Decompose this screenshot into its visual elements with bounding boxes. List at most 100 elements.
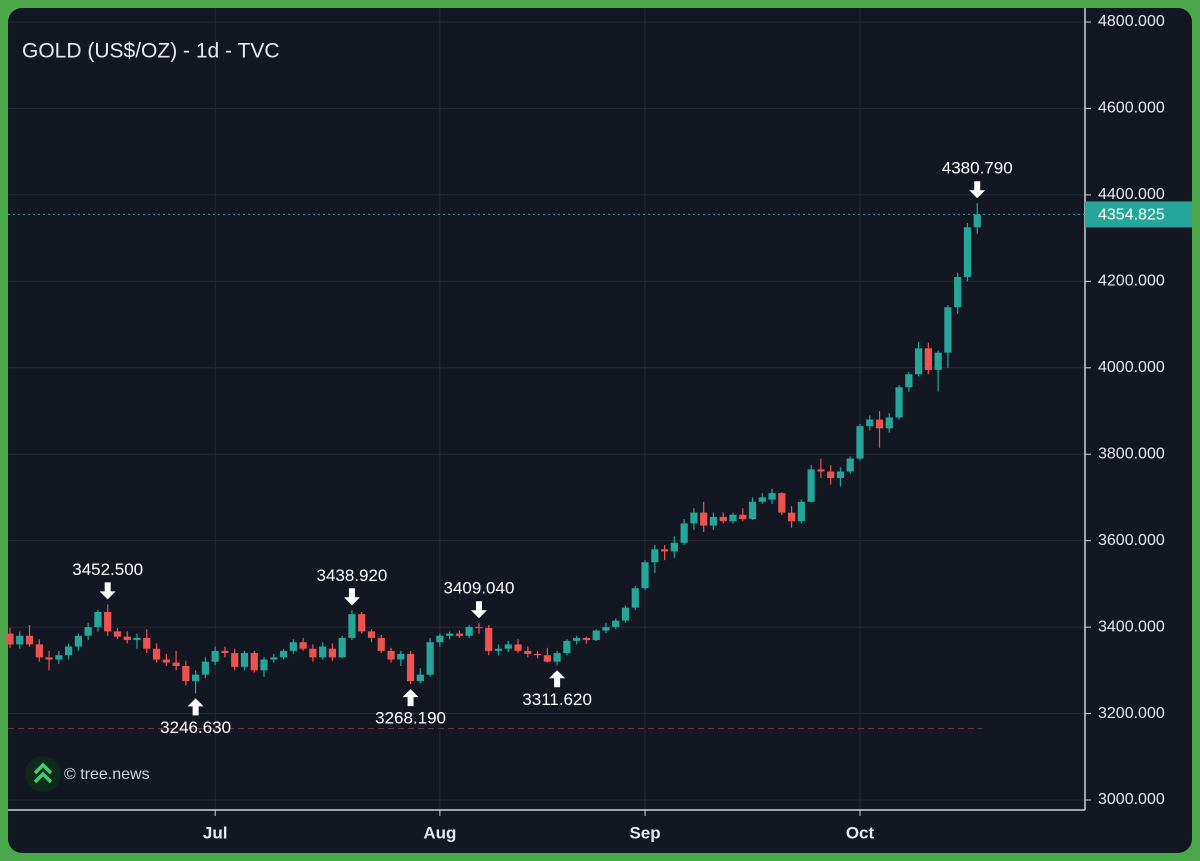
candle-body bbox=[924, 348, 932, 370]
candle-body bbox=[338, 637, 346, 658]
candle-body bbox=[739, 514, 747, 520]
candle-body bbox=[700, 512, 708, 526]
candle-body bbox=[875, 419, 884, 429]
candle-body bbox=[152, 648, 161, 660]
candle-body bbox=[35, 644, 43, 658]
candle-body bbox=[260, 659, 268, 671]
y-tick-label: 3200.000 bbox=[1098, 705, 1165, 722]
annotation-label: 3246.630 bbox=[160, 718, 231, 737]
candle-body bbox=[250, 653, 258, 671]
annotation-label: 4380.790 bbox=[942, 159, 1013, 178]
candle-body bbox=[856, 426, 864, 459]
candle-body bbox=[231, 653, 239, 667]
candle-body bbox=[104, 611, 112, 632]
annotation-arrow bbox=[187, 698, 204, 716]
y-tick-label: 4600.000 bbox=[1098, 100, 1165, 117]
annotation-arrow bbox=[343, 588, 360, 606]
candle-body bbox=[74, 635, 82, 647]
annotation-label: 3438.920 bbox=[316, 566, 387, 585]
candle-body bbox=[807, 469, 815, 502]
candle-body bbox=[866, 419, 874, 427]
candle-body bbox=[680, 523, 688, 543]
candle-body bbox=[328, 648, 337, 658]
candle-body bbox=[582, 637, 591, 641]
candle-body bbox=[709, 516, 718, 526]
candle-body bbox=[553, 653, 561, 662]
candle-body bbox=[778, 493, 786, 513]
candle-body bbox=[455, 633, 464, 636]
candle-body bbox=[45, 657, 53, 660]
x-tick-label: Jul bbox=[203, 823, 228, 842]
candle-body bbox=[641, 562, 649, 589]
candle-body bbox=[934, 352, 942, 370]
candle-body bbox=[416, 674, 424, 682]
chart-background bbox=[8, 8, 1192, 853]
y-tick-label: 3400.000 bbox=[1098, 618, 1165, 635]
logo-mark bbox=[33, 762, 53, 784]
annotation-arrow bbox=[549, 670, 566, 688]
candle-body bbox=[963, 227, 972, 278]
candle-body bbox=[563, 640, 571, 654]
candle-body bbox=[612, 620, 620, 628]
candle-body bbox=[504, 644, 512, 649]
candle-body bbox=[55, 655, 63, 660]
candle-body bbox=[426, 642, 434, 675]
y-tick-label: 3600.000 bbox=[1098, 532, 1165, 549]
candle-body bbox=[299, 642, 307, 649]
candle-body bbox=[211, 650, 219, 662]
candle-body bbox=[827, 471, 835, 478]
candle-body bbox=[670, 542, 678, 552]
candle-body bbox=[651, 549, 659, 563]
candle-body bbox=[240, 653, 249, 667]
candle-body bbox=[182, 666, 190, 682]
candle-body bbox=[348, 614, 356, 638]
candle-body bbox=[143, 637, 151, 649]
candle-body bbox=[905, 374, 913, 388]
watermark: © tree.news bbox=[64, 766, 150, 783]
candle-body bbox=[309, 648, 317, 658]
candle-body bbox=[397, 653, 405, 660]
annotation-label: 3452.500 bbox=[72, 560, 143, 579]
candle-body bbox=[846, 458, 854, 472]
candle-body bbox=[533, 653, 542, 656]
candle-body bbox=[895, 387, 903, 418]
candle-body bbox=[377, 637, 385, 651]
annotation-arrow bbox=[99, 582, 116, 600]
candle-body bbox=[279, 650, 288, 658]
candle-body bbox=[602, 627, 610, 631]
candle-body bbox=[446, 633, 454, 636]
y-tick-label: 3800.000 bbox=[1098, 445, 1165, 462]
annotation-label: 3268.190 bbox=[375, 709, 446, 728]
y-tick-label: 3000.000 bbox=[1098, 791, 1165, 808]
candle-body bbox=[25, 635, 34, 645]
candle-body bbox=[817, 469, 825, 472]
candle-body bbox=[690, 512, 698, 524]
y-tick-label: 4000.000 bbox=[1098, 359, 1165, 376]
candle-body bbox=[172, 662, 180, 667]
candle-body bbox=[270, 657, 278, 660]
candle-body bbox=[84, 627, 92, 636]
annotation-arrow bbox=[969, 181, 986, 199]
y-tick-label: 4200.000 bbox=[1098, 273, 1165, 290]
candle-body bbox=[758, 497, 766, 502]
candle-body bbox=[201, 661, 209, 675]
candle-body bbox=[514, 644, 522, 651]
y-tick-label: 4800.000 bbox=[1098, 13, 1165, 30]
candle-body bbox=[475, 627, 483, 629]
x-tick-label: Sep bbox=[629, 823, 660, 842]
candle-body bbox=[94, 611, 102, 628]
candle-body bbox=[944, 307, 952, 353]
candle-body bbox=[660, 549, 669, 552]
candle-body bbox=[113, 631, 122, 637]
candle-body bbox=[358, 614, 366, 632]
candle-body bbox=[915, 348, 923, 375]
candle-body bbox=[973, 214, 981, 228]
candle-body bbox=[621, 607, 630, 621]
candle-body bbox=[768, 493, 776, 500]
candle-body bbox=[406, 653, 415, 682]
candle-body bbox=[436, 635, 444, 643]
candle-body bbox=[123, 636, 131, 641]
y-tick-label: 4400.000 bbox=[1098, 186, 1165, 203]
last-price-label: 4354.825 bbox=[1098, 207, 1165, 224]
